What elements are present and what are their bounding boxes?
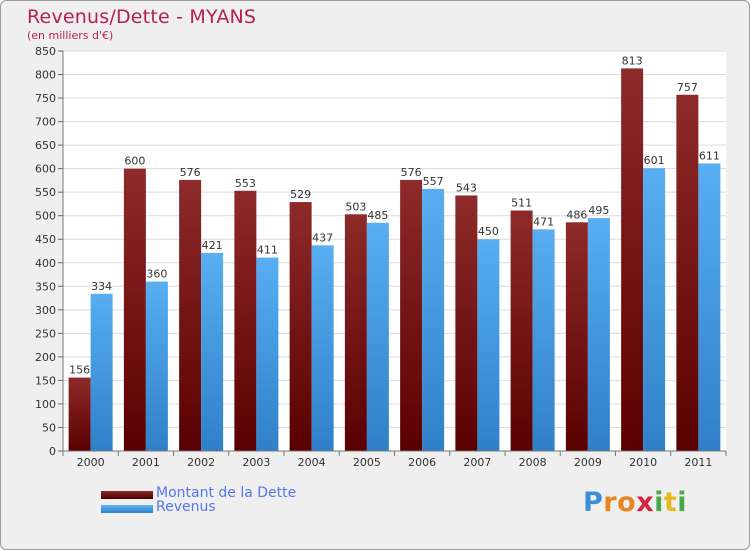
- data-label-debt: 529: [290, 188, 311, 201]
- proxiti-logo: Proxiti: [583, 487, 687, 518]
- bar-revenus: [587, 218, 610, 451]
- bar-debt: [510, 210, 533, 451]
- y-tick-label: 850: [35, 45, 56, 58]
- data-label-revenus: 360: [146, 268, 167, 281]
- y-tick-label: 400: [35, 257, 56, 270]
- x-tick-label: 2005: [353, 456, 381, 469]
- y-tick-label: 50: [42, 421, 56, 434]
- bar-debt: [455, 195, 478, 451]
- data-label-debt: 511: [511, 197, 532, 210]
- bar-debt: [621, 68, 644, 451]
- data-label-debt: 813: [622, 54, 643, 67]
- data-label-revenus: 334: [91, 280, 112, 293]
- x-tick-label: 2011: [684, 456, 712, 469]
- legend-swatch-revenus: [101, 505, 153, 513]
- x-tick-label: 2010: [629, 456, 657, 469]
- logo-letter: i: [654, 487, 664, 518]
- x-tick-label: 2003: [242, 456, 270, 469]
- y-tick-label: 800: [35, 69, 56, 82]
- logo-letter: i: [677, 487, 688, 518]
- plot-area: [63, 51, 726, 451]
- legend-swatch-debt: [101, 491, 153, 499]
- y-tick-label: 100: [35, 398, 56, 411]
- bar-revenus: [477, 239, 500, 451]
- y-tick-label: 650: [35, 139, 56, 152]
- bar-debt: [68, 377, 91, 451]
- data-label-debt: 553: [235, 177, 256, 190]
- y-tick-label: 750: [35, 92, 56, 105]
- bar-revenus: [90, 293, 113, 451]
- logo-letter: r: [603, 487, 618, 518]
- bar-debt: [344, 214, 367, 451]
- bar-debt: [179, 179, 202, 452]
- data-label-revenus: 611: [699, 149, 720, 162]
- data-label-revenus: 450: [478, 225, 499, 238]
- logo-letter: t: [663, 487, 678, 518]
- data-label-debt: 156: [69, 364, 90, 377]
- y-tick-label: 550: [35, 186, 56, 199]
- y-tick-label: 0: [49, 445, 56, 458]
- y-tick-label: 350: [35, 280, 56, 293]
- y-tick-label: 250: [35, 327, 56, 340]
- bar-revenus: [698, 163, 721, 451]
- bar-revenus: [643, 168, 666, 452]
- data-label-debt: 543: [456, 181, 477, 194]
- chart-title: Revenus/Dette - MYANS: [27, 6, 257, 28]
- bar-debt: [400, 179, 423, 452]
- bar-debt: [123, 168, 146, 451]
- legend-label-debt: Montant de la Dette: [156, 485, 297, 501]
- legend-label-revenus: Revenus: [156, 499, 216, 515]
- x-tick-label: 2008: [519, 456, 547, 469]
- bar-revenus: [422, 188, 445, 451]
- bar-debt: [234, 190, 257, 451]
- data-label-revenus: 601: [644, 154, 665, 167]
- data-label-revenus: 437: [312, 231, 333, 244]
- data-label-debt: 757: [677, 81, 698, 94]
- bar-revenus: [532, 229, 555, 451]
- x-tick-label: 2001: [132, 456, 160, 469]
- logo-letter: o: [617, 487, 637, 518]
- data-label-debt: 486: [566, 208, 587, 221]
- data-label-revenus: 557: [423, 175, 444, 188]
- y-tick-label: 700: [35, 116, 56, 129]
- x-tick-label: 2006: [408, 456, 436, 469]
- bar-revenus: [311, 245, 334, 451]
- data-label-revenus: 485: [367, 209, 388, 222]
- data-label-revenus: 411: [257, 244, 278, 257]
- bar-revenus: [201, 252, 224, 451]
- logo-letter: P: [583, 487, 604, 518]
- y-tick-label: 450: [35, 233, 56, 246]
- x-tick-label: 2009: [574, 456, 602, 469]
- y-tick-label: 600: [35, 163, 56, 176]
- x-tick-label: 2002: [187, 456, 215, 469]
- data-label-debt: 576: [401, 166, 422, 179]
- x-tick-label: 2000: [77, 456, 105, 469]
- x-tick-label: 2007: [463, 456, 491, 469]
- y-tick-label: 500: [35, 210, 56, 223]
- data-label-debt: 576: [180, 166, 201, 179]
- y-tick-label: 200: [35, 351, 56, 364]
- data-label-debt: 503: [345, 200, 366, 213]
- data-label-revenus: 421: [202, 239, 223, 252]
- bar-revenus: [366, 222, 389, 451]
- chart-subtitle: (en milliers d'€): [27, 29, 114, 42]
- bar-debt: [676, 94, 699, 451]
- bar-debt: [289, 202, 312, 451]
- bar-debt: [565, 222, 588, 451]
- bar-revenus: [256, 257, 279, 451]
- x-tick-label: 2004: [298, 456, 326, 469]
- y-tick-label: 150: [35, 374, 56, 387]
- data-label-debt: 600: [124, 155, 145, 168]
- data-label-revenus: 471: [533, 215, 554, 228]
- data-label-revenus: 495: [588, 204, 609, 217]
- bar-revenus: [145, 281, 168, 451]
- logo-letter: x: [636, 487, 655, 518]
- y-tick-label: 300: [35, 304, 56, 317]
